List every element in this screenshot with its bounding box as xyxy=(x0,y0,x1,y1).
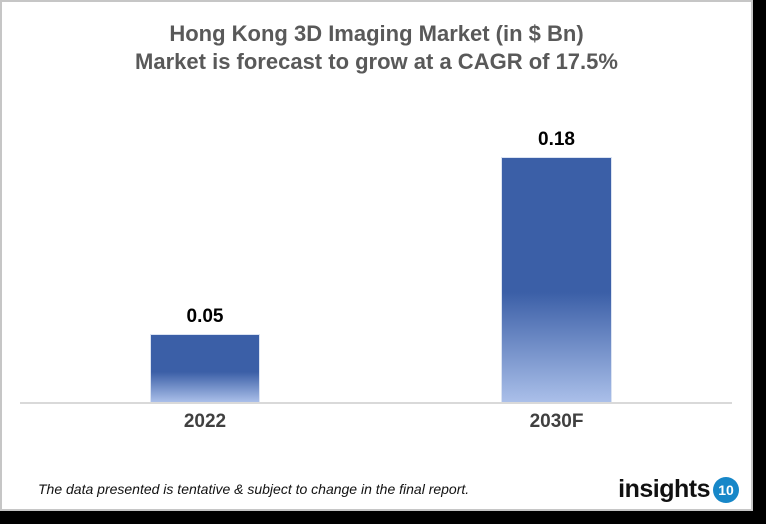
chart-card: Hong Kong 3D Imaging Market (in $ Bn) Ma… xyxy=(0,0,753,511)
chart-title-line2: Market is forecast to grow at a CAGR of … xyxy=(135,49,618,74)
x-axis-label-2030f: 2030F xyxy=(529,411,584,432)
logo-badge-10: 10 xyxy=(713,476,739,503)
bar-value-label-2022: 0.05 xyxy=(186,306,224,327)
bar-2030f xyxy=(501,157,612,402)
bar-chart-plot: 0.05 0.18 2022 2030F xyxy=(2,2,751,509)
bar-value-label-2030f: 0.18 xyxy=(538,129,575,150)
chart-title-line1: Hong Kong 3D Imaging Market (in $ Bn) xyxy=(169,21,584,46)
insights10-logo: insights 10 xyxy=(618,475,739,504)
chart-title: Hong Kong 3D Imaging Market (in $ Bn) Ma… xyxy=(2,20,751,76)
disclaimer-text: The data presented is tentative & subjec… xyxy=(38,481,470,497)
x-axis-label-2022: 2022 xyxy=(183,411,227,432)
bar-column-2022: 0.05 xyxy=(150,2,260,402)
bar-2022 xyxy=(150,334,260,402)
bar-column-2030f: 0.18 xyxy=(501,2,612,402)
logo-wordmark: insights xyxy=(618,475,710,503)
x-axis-line xyxy=(20,402,732,404)
